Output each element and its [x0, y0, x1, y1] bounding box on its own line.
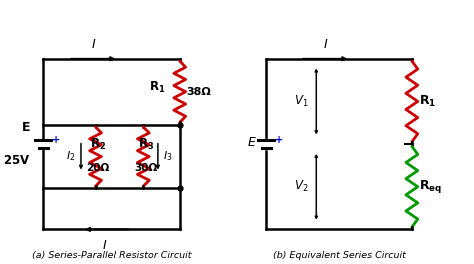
Text: $I$: $I$	[323, 38, 328, 51]
Text: $\mathbf{R_1}$: $\mathbf{R_1}$	[149, 80, 165, 95]
Text: $I_2$: $I_2$	[66, 150, 75, 163]
Text: 30Ω: 30Ω	[134, 163, 157, 173]
Text: (a) Series-Parallel Resistor Circuit: (a) Series-Parallel Resistor Circuit	[32, 251, 191, 260]
Text: +: +	[52, 135, 60, 145]
Text: $\mathbf{R_1}$: $\mathbf{R_1}$	[419, 94, 436, 109]
Text: $\mathbf{R_{eq}}$: $\mathbf{R_{eq}}$	[419, 178, 442, 195]
Text: 38Ω: 38Ω	[187, 87, 211, 97]
Text: +: +	[275, 135, 283, 145]
Text: $V_2$: $V_2$	[293, 179, 308, 194]
Text: 20Ω: 20Ω	[86, 163, 109, 173]
Text: $\mathbf{R_3}$: $\mathbf{R_3}$	[137, 137, 154, 152]
Text: $I$: $I$	[102, 239, 107, 252]
Text: (b) Equivalent Series Circuit: (b) Equivalent Series Circuit	[273, 251, 405, 260]
Text: $I$: $I$	[91, 38, 96, 51]
Text: $E$: $E$	[247, 135, 257, 149]
Text: $\mathbf{25V}$: $\mathbf{25V}$	[3, 154, 30, 167]
Text: $\mathbf{R_2}$: $\mathbf{R_2}$	[90, 137, 106, 152]
Text: $V_1$: $V_1$	[293, 94, 308, 109]
Text: $\mathbf{E}$: $\mathbf{E}$	[21, 121, 30, 134]
Text: $I_3$: $I_3$	[164, 150, 173, 163]
